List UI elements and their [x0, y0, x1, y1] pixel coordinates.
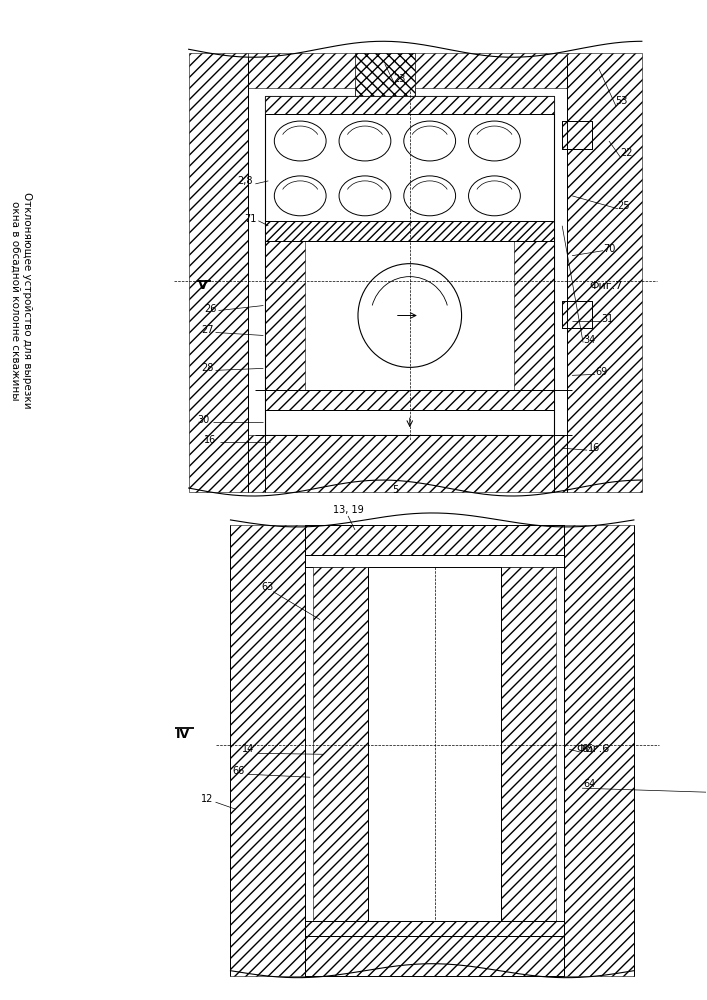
Bar	[355, 53, 415, 96]
Text: 22: 22	[621, 148, 633, 158]
Polygon shape	[230, 525, 305, 976]
Bar	[562, 301, 592, 328]
Bar	[265, 221, 554, 241]
Text: 34: 34	[583, 335, 595, 345]
Text: 13, 19: 13, 19	[333, 505, 363, 515]
Text: IV: IV	[175, 728, 189, 741]
Ellipse shape	[469, 176, 520, 216]
Bar	[562, 301, 592, 328]
Bar	[265, 241, 554, 390]
Bar	[265, 221, 554, 241]
Ellipse shape	[404, 176, 455, 216]
Bar	[305, 921, 564, 936]
Text: 27: 27	[201, 325, 214, 335]
Text: 30: 30	[197, 415, 210, 425]
Text: 63: 63	[261, 582, 274, 592]
Text: 12: 12	[201, 794, 214, 804]
Ellipse shape	[274, 121, 326, 161]
Bar	[265, 96, 554, 114]
Text: 70: 70	[603, 244, 615, 254]
Polygon shape	[248, 53, 567, 96]
Text: 26: 26	[204, 304, 217, 314]
Bar	[305, 921, 564, 936]
Circle shape	[358, 264, 462, 367]
Bar	[265, 96, 554, 435]
Ellipse shape	[339, 121, 391, 161]
Text: 69: 69	[595, 367, 607, 377]
Text: 65: 65	[581, 744, 593, 754]
Text: Фиг.7: Фиг.7	[589, 281, 622, 291]
Bar	[313, 567, 368, 921]
Bar	[501, 567, 556, 921]
Text: 14: 14	[243, 744, 255, 754]
Ellipse shape	[404, 121, 455, 161]
Text: 25: 25	[618, 201, 630, 211]
Text: 31: 31	[601, 314, 613, 324]
Bar	[265, 241, 305, 390]
Bar	[265, 390, 554, 410]
Bar	[305, 936, 564, 976]
Polygon shape	[189, 53, 248, 492]
Text: 23: 23	[394, 74, 406, 84]
Bar	[562, 121, 592, 149]
Text: 71: 71	[244, 214, 257, 224]
Text: V: V	[198, 279, 207, 292]
Ellipse shape	[469, 121, 520, 161]
Ellipse shape	[274, 176, 326, 216]
Bar	[265, 114, 554, 221]
Text: 28: 28	[201, 363, 214, 373]
Ellipse shape	[339, 176, 391, 216]
Text: 2,8: 2,8	[238, 176, 253, 186]
Bar	[305, 555, 564, 567]
Text: Отклоняющее устройство для вырезки
окна в обсадной колонне скважины: Отклоняющее устройство для вырезки окна …	[11, 192, 32, 409]
Text: 53: 53	[615, 96, 627, 106]
Text: 16: 16	[588, 443, 600, 453]
Bar	[265, 390, 554, 410]
Bar	[305, 525, 564, 555]
Text: Фиг.6: Фиг.6	[576, 744, 609, 754]
Bar	[305, 936, 564, 976]
Text: 16: 16	[204, 435, 216, 445]
Polygon shape	[567, 53, 642, 492]
Bar	[562, 121, 592, 149]
Bar	[305, 525, 564, 555]
Bar	[515, 241, 554, 390]
Text: 5: 5	[392, 485, 398, 495]
Bar	[248, 435, 567, 492]
Text: 64: 64	[583, 779, 595, 789]
Polygon shape	[564, 525, 634, 976]
Text: 66: 66	[233, 766, 245, 776]
Bar	[265, 410, 554, 435]
